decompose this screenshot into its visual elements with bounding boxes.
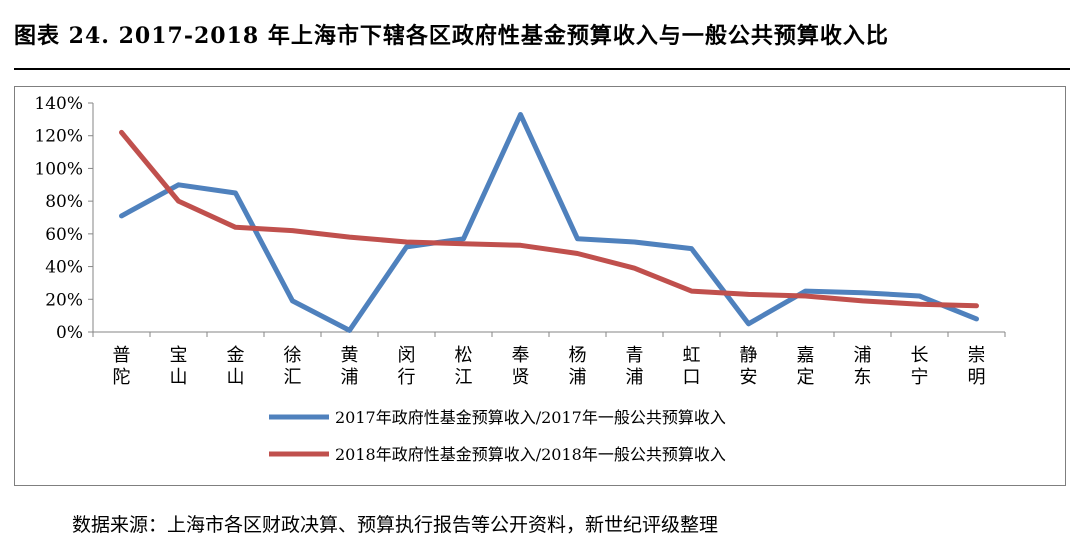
x-tick-label: 崇明 bbox=[968, 345, 986, 388]
x-tick-label: 虹口 bbox=[683, 345, 701, 388]
data-source-note: 数据来源：上海市各区财政决算、预算执行报告等公开资料，新世纪评级整理 bbox=[72, 514, 719, 536]
x-tick-label: 杨浦 bbox=[569, 345, 587, 388]
figure-title: 图表 24. 2017-2018 年上海市下辖各区政府性基金预算收入与一般公共预… bbox=[14, 23, 889, 49]
x-tick-label: 徐汇 bbox=[284, 345, 302, 388]
x-tick-label: 青浦 bbox=[626, 345, 644, 388]
y-tick-label: 120% bbox=[34, 127, 83, 147]
y-tick-label: 80% bbox=[45, 192, 83, 212]
chart-frame: 0% 20% 40% 60% 80% 100% 120% 140% 普陀 宝山 金山 徐汇 黄浦 闵行松… bbox=[14, 86, 1066, 486]
y-tick-label: 60% bbox=[45, 225, 83, 245]
x-tick-label: 闵行 bbox=[398, 345, 416, 388]
x-tick-label: 金山 bbox=[227, 345, 245, 388]
x-tick-label: 普陀 bbox=[113, 345, 131, 388]
x-tick-label: 宝山 bbox=[170, 345, 188, 388]
legend-label: 2017年政府性基金预算收入/2017年一般公共预算收入 bbox=[335, 408, 726, 427]
x-tick-label: 奉贤 bbox=[512, 345, 530, 388]
x-tick-label: 松江 bbox=[455, 345, 473, 388]
y-tick-label: 20% bbox=[45, 290, 83, 310]
x-tick-label: 黄浦 bbox=[341, 345, 359, 388]
series-line-2017 bbox=[119, 112, 979, 333]
x-tick-label: 嘉定 bbox=[797, 345, 815, 388]
x-tick-label: 浦东 bbox=[854, 345, 872, 388]
chart-legend: 2017年政府性基金预算收入/2017年一般公共预算收入 2018年政府性基金预算… bbox=[269, 408, 726, 464]
series-line-2018 bbox=[119, 129, 979, 309]
legend-label: 2018年政府性基金预算收入/2018年一般公共预算收入 bbox=[335, 445, 726, 464]
title-divider bbox=[14, 68, 1070, 70]
line-chart: 0% 20% 40% 60% 80% 100% 120% 140% 普陀宝山金山徐汇黄浦闵行松… bbox=[34, 94, 1006, 464]
y-tick-label: 40% bbox=[45, 258, 83, 278]
y-tick-label: 100% bbox=[34, 159, 83, 179]
y-tick-label: 0% bbox=[56, 323, 83, 343]
chart-axes bbox=[92, 103, 1005, 333]
y-tick-label: 140% bbox=[34, 94, 83, 114]
x-tick-label: 长宁 bbox=[911, 345, 929, 388]
x-tick-label: 静安 bbox=[740, 345, 758, 388]
series-lines bbox=[119, 112, 979, 333]
y-axis-ticks: 0% 20% 40% 60% 80% 100% 120% 140% bbox=[34, 94, 93, 343]
